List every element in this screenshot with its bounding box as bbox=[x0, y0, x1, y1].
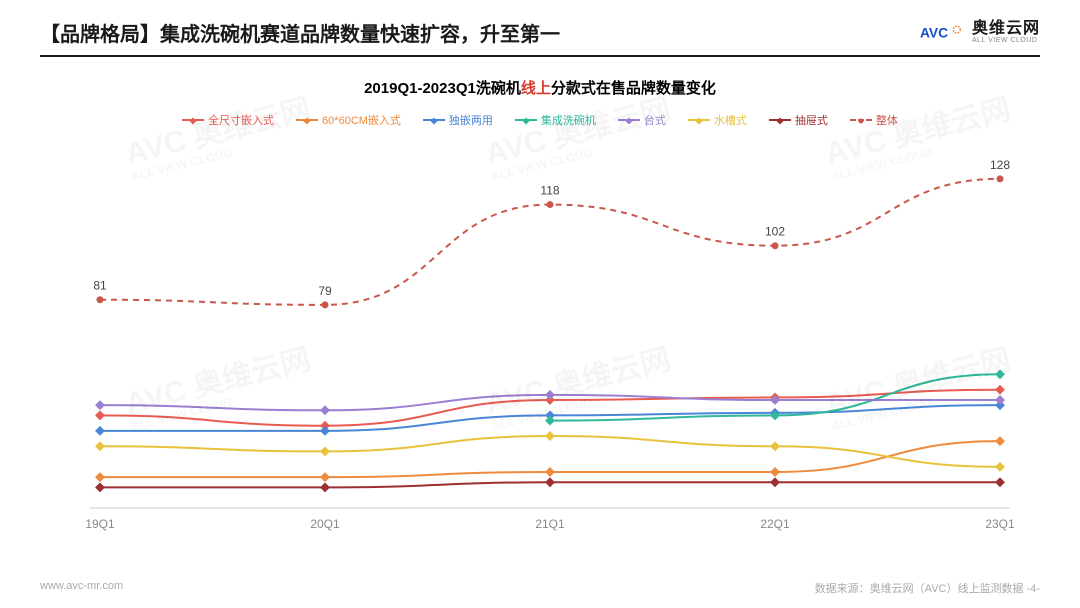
series-marker bbox=[545, 389, 555, 399]
series-marker bbox=[95, 400, 105, 410]
series-marker bbox=[997, 175, 1004, 182]
series-marker bbox=[995, 461, 1005, 471]
legend-item: 全尺寸嵌入式 bbox=[182, 112, 274, 128]
series-marker bbox=[320, 472, 330, 482]
legend: 全尺寸嵌入式 60*60CM嵌入式 独嵌两用 集成洗碗机 台式 水槽式 抽屉式 整体 bbox=[40, 112, 1040, 128]
legend-label: 60*60CM嵌入式 bbox=[322, 112, 401, 128]
series-marker bbox=[995, 436, 1005, 446]
legend-item: 独嵌两用 bbox=[423, 112, 493, 128]
series-marker bbox=[322, 301, 329, 308]
legend-item: 集成洗碗机 bbox=[515, 112, 596, 128]
logo-label-cn: 奥维云网 bbox=[972, 21, 1040, 37]
legend-label: 整体 bbox=[876, 112, 898, 128]
series-marker bbox=[97, 296, 104, 303]
footer-source: 数据来源：奥维云网（AVC）线上监测数据 -4- bbox=[815, 580, 1040, 596]
x-axis-label: 19Q1 bbox=[85, 517, 115, 531]
series-marker bbox=[545, 431, 555, 441]
series-marker bbox=[995, 395, 1005, 405]
legend-item: 整体 bbox=[850, 112, 898, 128]
series-marker bbox=[320, 405, 330, 415]
legend-label: 抽屉式 bbox=[795, 112, 828, 128]
page-title: 【品牌格局】集成洗碗机赛道品牌数量快速扩容，升至第一 bbox=[40, 18, 560, 47]
line-chart: 19Q1 20Q1 21Q1 22Q1 23Q1 81 79 118 102 128 bbox=[60, 138, 1020, 538]
point-label: 81 bbox=[93, 278, 107, 292]
x-axis-label: 20Q1 bbox=[310, 517, 340, 531]
series-marker bbox=[772, 242, 779, 249]
series-marker bbox=[320, 425, 330, 435]
chart-title-pre: 2019Q1-2023Q1洗碗机 bbox=[364, 80, 521, 97]
legend-label: 台式 bbox=[644, 112, 666, 128]
svg-text:AVC: AVC bbox=[920, 25, 948, 40]
chart-container: 2019Q1-2023Q1洗碗机线上分款式在售品牌数量变化 全尺寸嵌入式 60*6… bbox=[0, 57, 1080, 538]
x-axis-label: 22Q1 bbox=[760, 517, 790, 531]
logo-icon: AVC bbox=[920, 19, 966, 47]
series-marker bbox=[545, 477, 555, 487]
series-marker bbox=[995, 384, 1005, 394]
series-marker bbox=[770, 477, 780, 487]
series-marker bbox=[95, 472, 105, 482]
series-marker bbox=[545, 467, 555, 477]
series-marker bbox=[547, 201, 554, 208]
legend-label: 水槽式 bbox=[714, 112, 747, 128]
point-label: 118 bbox=[540, 183, 559, 197]
logo-label-en: ALL VIEW CLOUD bbox=[972, 37, 1040, 44]
footer: www.avc-mr.com 数据来源：奥维云网（AVC）线上监测数据 -4- bbox=[0, 580, 1080, 596]
point-label: 79 bbox=[318, 283, 332, 297]
legend-item: 台式 bbox=[618, 112, 666, 128]
chart-title-highlight: 线上 bbox=[521, 80, 551, 97]
point-label: 128 bbox=[990, 157, 1010, 171]
point-label: 102 bbox=[765, 224, 785, 238]
series-marker bbox=[995, 477, 1005, 487]
series-marker bbox=[95, 410, 105, 420]
series-marker bbox=[320, 482, 330, 492]
legend-label: 全尺寸嵌入式 bbox=[208, 112, 274, 128]
legend-label: 独嵌两用 bbox=[449, 112, 493, 128]
chart-title-post: 分款式在售品牌数量变化 bbox=[551, 80, 716, 97]
legend-item: 抽屉式 bbox=[769, 112, 828, 128]
series-line bbox=[100, 178, 1000, 304]
header: 【品牌格局】集成洗碗机赛道品牌数量快速扩容，升至第一 AVC 奥维云网 ALL … bbox=[0, 0, 1080, 55]
plot-area: 19Q1 20Q1 21Q1 22Q1 23Q1 81 79 118 102 128 bbox=[60, 138, 1020, 538]
footer-url: www.avc-mr.com bbox=[40, 580, 123, 596]
series-marker bbox=[995, 369, 1005, 379]
chart-title: 2019Q1-2023Q1洗碗机线上分款式在售品牌数量变化 bbox=[40, 77, 1040, 98]
series-marker bbox=[320, 446, 330, 456]
x-axis-label: 23Q1 bbox=[985, 517, 1015, 531]
series-marker bbox=[95, 425, 105, 435]
series-marker bbox=[95, 441, 105, 451]
series-marker bbox=[545, 415, 555, 425]
x-axis-label: 21Q1 bbox=[535, 517, 565, 531]
series-marker bbox=[770, 467, 780, 477]
series-marker bbox=[95, 482, 105, 492]
brand-logo: AVC 奥维云网 ALL VIEW CLOUD bbox=[920, 19, 1040, 47]
series-marker bbox=[770, 441, 780, 451]
legend-label: 集成洗碗机 bbox=[541, 112, 596, 128]
legend-item: 水槽式 bbox=[688, 112, 747, 128]
legend-item: 60*60CM嵌入式 bbox=[296, 112, 401, 128]
